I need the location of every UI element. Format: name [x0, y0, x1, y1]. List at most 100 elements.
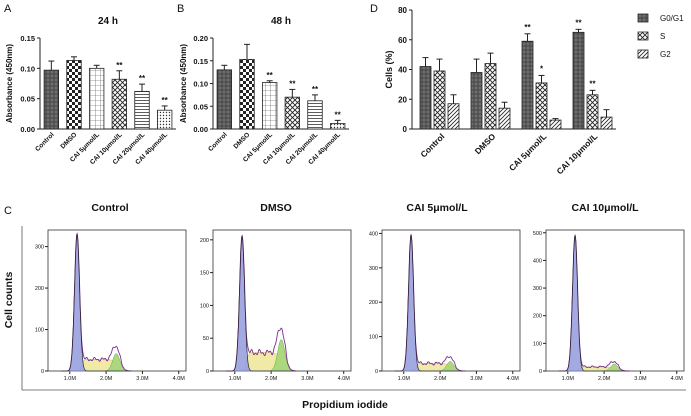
y-tick-label: 200: [533, 314, 542, 320]
bar: [262, 82, 278, 130]
y-tick-label: 400: [533, 258, 542, 264]
legend-label: S: [660, 32, 665, 41]
legend-label: G0/G1: [660, 14, 684, 23]
legend-label: G2: [660, 50, 671, 59]
significance-mark: **: [116, 61, 123, 70]
bar: [470, 72, 483, 130]
histogram-title: CAI 10μmol/L: [571, 202, 639, 214]
x-tick-label: CAI 5μmol/L: [507, 131, 549, 173]
panel-label-d: D: [370, 3, 378, 15]
histogram-trace: [394, 233, 466, 372]
x-tick-label: 4.0M: [671, 376, 684, 382]
x-tick-label: DMSO: [473, 131, 498, 156]
y-tick-label: 400: [369, 231, 378, 237]
histogram-2: DMSO 0 50 100 150 200 1.0M 2.0M 3.0M 4.0M: [200, 202, 352, 382]
x-tick-label: 2.0M: [265, 376, 278, 382]
y-tick-label: 50: [203, 336, 209, 342]
histogram-1: Control 0 100 200 300 1.0M 2.0M 3.0M 4.0M: [35, 202, 187, 382]
histogram-title: Control: [91, 202, 128, 214]
y-tick-label: 0: [206, 369, 209, 375]
bar: [433, 70, 446, 130]
x-tick-label: 4.0M: [173, 376, 186, 382]
bar: [521, 40, 534, 130]
y-tick-label: 20: [398, 95, 407, 104]
y-tick-label: 0: [375, 369, 378, 375]
bar-chart-a: 24 h 0.00 0.05 0.10 0.15 Absorbance (450nm) Co…: [5, 16, 176, 166]
y-tick-label: 100: [35, 328, 44, 334]
y-tick-label: 0.10: [20, 64, 35, 73]
shared-y-axis-label: Cell counts: [3, 272, 15, 329]
panel-label-b: B: [177, 3, 184, 15]
histogram-trace: [225, 234, 297, 372]
bar-chart-b: 48 h 0.00 0.05 0.10 0.15 0.20 Absorbance (450n…: [179, 16, 349, 166]
y-tick-label: 0.15: [193, 57, 208, 66]
y-tick-label: 0: [403, 125, 408, 134]
panel-label-a: A: [4, 3, 12, 15]
bar: [134, 90, 150, 130]
y-tick-label: 200: [200, 238, 209, 244]
bar: [600, 116, 613, 130]
x-tick-label: 2.0M: [434, 376, 447, 382]
bar: [89, 67, 105, 130]
y-axis-label: Absorbance (450nm): [5, 44, 14, 123]
y-tick-label: 100: [200, 303, 209, 309]
x-tick-label: DMSO: [59, 131, 78, 150]
bar: [66, 60, 82, 130]
y-axis-label: Cells (%): [384, 50, 394, 88]
histogram-3: CAI 5μmol/L 0 100 200 300 400 1.0M 2.0M 3.0M 4.0M: [369, 202, 521, 382]
histogram-title: CAI 5μmol/L: [406, 202, 468, 214]
bar: [586, 94, 599, 130]
y-tick-label: 0: [41, 369, 44, 375]
bar: [419, 66, 432, 130]
significance-mark: **: [335, 110, 342, 119]
x-tick-label: Control: [34, 131, 56, 153]
bar: [216, 69, 232, 130]
x-tick-label: Control: [207, 131, 229, 153]
g1-fit-line: [60, 233, 132, 372]
chart-title: 24 h: [98, 16, 118, 27]
y-tick-label: 0.05: [193, 102, 208, 111]
x-tick-label: DMSO: [232, 131, 251, 150]
y-tick-label: 200: [369, 300, 378, 306]
x-tick-label: Control: [418, 131, 446, 159]
g1-fit-line: [225, 235, 297, 372]
bar: [498, 107, 511, 130]
significance-mark: **: [162, 96, 169, 105]
bar: [330, 123, 346, 130]
histogram-panel-c: Control 0 100 200 300 1.0M 2.0M 3.0M 4.0M DMSO 0 50…: [3, 202, 686, 411]
x-tick-label: 4.0M: [338, 376, 351, 382]
phase-g1-area: [558, 234, 630, 372]
x-tick-label: 4.0M: [507, 376, 520, 382]
significance-mark: **: [289, 79, 296, 88]
bar: [284, 96, 300, 130]
x-tick-label: 3.0M: [634, 376, 647, 382]
significance-mark: *: [540, 64, 544, 73]
x-tick-label: 1.0M: [398, 376, 411, 382]
significance-mark: **: [575, 18, 582, 27]
bar: [572, 31, 585, 130]
plot-frame: [545, 229, 685, 372]
y-tick-label: 300: [369, 266, 378, 272]
bar: [307, 100, 323, 130]
y-axis-label: Absorbance (450nm): [179, 44, 188, 123]
y-tick-label: 0: [539, 369, 542, 375]
y-tick-label: 60: [398, 36, 407, 45]
legend-swatch: [637, 31, 649, 41]
plot-frame: [381, 229, 521, 372]
histogram-trace: [60, 232, 132, 372]
x-tick-label: 3.0M: [136, 376, 149, 382]
y-tick-label: 0.20: [193, 34, 208, 43]
x-tick-label: 2.0M: [598, 376, 611, 382]
y-tick-label: 40: [398, 66, 407, 75]
x-tick-label: 3.0M: [470, 376, 483, 382]
bar: [157, 109, 173, 130]
y-tick-label: 0.10: [193, 80, 208, 89]
y-tick-label: 0.00: [193, 125, 208, 134]
panel-label-c: C: [4, 205, 12, 217]
y-tick-label: 150: [200, 271, 209, 277]
bar: [239, 58, 255, 130]
y-tick-label: 0.05: [20, 95, 35, 104]
x-tick-label: CAI 10μmol/L: [554, 131, 599, 176]
